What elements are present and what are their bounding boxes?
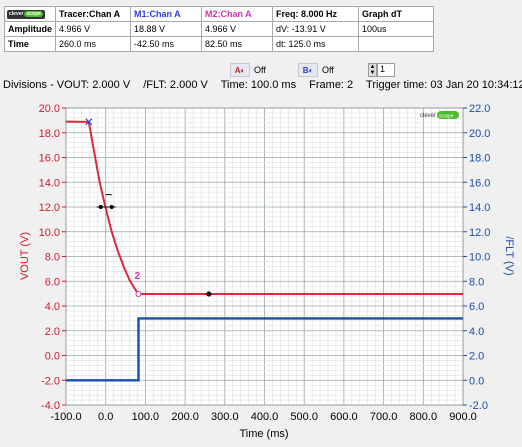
cursor-b-button[interactable]: B ◐ <box>298 63 318 77</box>
cursor-b-state: Off <box>322 65 334 75</box>
marker-2-label: 2 <box>134 271 140 282</box>
x-tick-label: 400.0 <box>251 411 279 423</box>
svg-text:scope: scope <box>439 114 454 120</box>
frame-spinner[interactable]: ▲ ▼ 1 <box>368 63 395 77</box>
y-tick-label-left: 20.0 <box>39 103 60 115</box>
x-tick-label: 500.0 <box>290 411 318 423</box>
vout-trace <box>65 120 463 295</box>
y-tick-label-right: 2.0 <box>469 351 484 363</box>
measurement-table: clever scope Tracer:Chan A M1:Chan A M2:C… <box>4 6 434 52</box>
marker-2 <box>135 290 142 297</box>
y-tick-label-right: 18.0 <box>469 153 490 165</box>
x-tick-label: 800.0 <box>410 411 438 423</box>
timebase: Time: 100.0 ms <box>220 79 297 91</box>
x-tick-label: 200.0 <box>171 411 199 423</box>
y-axis-label-left: VOUT (V) <box>19 232 31 280</box>
y-tick-label-left: 18.0 <box>39 128 60 140</box>
y-tick-label-right: 22.0 <box>469 103 490 115</box>
logo: clever scope <box>4 6 56 22</box>
x-tick-label: -100.0 <box>50 411 81 423</box>
cursor-a-state: Off <box>254 65 266 75</box>
y-tick-label-left: -2.0 <box>41 375 60 387</box>
flt-trace <box>66 317 463 382</box>
grid <box>65 107 464 406</box>
y-tick-label-right: 14.0 <box>469 202 490 214</box>
table-row: Time 260.0 ms -42.50 ms 82.50 ms dt: 125… <box>4 36 434 52</box>
y-tick-label-right: 10.0 <box>469 252 490 264</box>
frame-number: Frame: 2 <box>309 79 354 91</box>
y-tick-label-right: 20.0 <box>469 128 490 140</box>
y-tick-label-left: 10.0 <box>39 227 60 239</box>
y-tick-label-left: 8.0 <box>45 252 60 264</box>
y-tick-label-right: 4.0 <box>469 326 484 338</box>
y-tick-label-left: 4.0 <box>45 301 60 313</box>
markers: 2 <box>85 118 212 297</box>
marker-1 <box>85 118 93 126</box>
x-tick-label: 700.0 <box>370 411 398 423</box>
cursor-a-button[interactable]: A ◐ <box>230 63 250 77</box>
x-tick-label: 600.0 <box>330 411 358 423</box>
watermark-logo: clever scope <box>420 111 459 120</box>
x-tick-label: 300.0 <box>211 411 239 423</box>
y-tick-label-right: 6.0 <box>469 301 484 313</box>
cell-graph <box>358 36 434 52</box>
series-layer <box>65 120 463 382</box>
trigger-time: Trigger time: 03 Jan 20 10:34:12 <box>366 79 522 91</box>
logo-badge: clever scope <box>7 10 45 20</box>
ticks: -100.0 0.0 100.0 200.0 300.0 400.0 500.0 600.0 7… <box>39 103 491 423</box>
spinner-arrows-icon[interactable]: ▲ ▼ <box>368 63 377 77</box>
divisions-vout: Divisions - VOUT: 2.000 V <box>3 79 131 91</box>
cursor-controls: A ◐ Off B ◐ Off ▲ ▼ 1 <box>230 63 395 77</box>
y-axis-label-right: /FLT (V) <box>503 236 515 275</box>
y-tick-label-right: 0.0 <box>469 375 484 387</box>
spinner-value[interactable]: 1 <box>377 63 395 77</box>
x-tick-label: 0.0 <box>98 411 113 423</box>
y-tick-label-left: 0.0 <box>45 351 60 363</box>
y-tick-label-right: 16.0 <box>469 177 490 189</box>
cell-m1: -42.50 ms <box>130 36 202 52</box>
y-tick-label-right: -2.0 <box>469 400 488 412</box>
y-tick-label-left: 6.0 <box>45 276 60 288</box>
cell-freq: dt: 125.0 ms <box>272 36 359 52</box>
y-tick-label-left: -4.0 <box>41 400 60 412</box>
divisions-flt: /FLT: 2.000 V <box>143 79 208 91</box>
table-row: Amplitude 4.966 V 18.88 V 4.966 V dV: -1… <box>4 21 434 37</box>
info-bar: Divisions - VOUT: 2.000 V /FLT: 2.000 V … <box>3 79 522 91</box>
x-axis-label: Time (ms) <box>239 428 288 440</box>
y-tick-label-left: 16.0 <box>39 153 60 165</box>
y-tick-label-left: 12.0 <box>39 202 60 214</box>
y-tick-label-right: 12.0 <box>469 227 490 239</box>
tracer-dot <box>206 291 212 297</box>
svg-text:clever: clever <box>420 113 436 119</box>
y-tick-label-right: 8.0 <box>469 276 484 288</box>
x-tick-label: 100.0 <box>132 411 160 423</box>
y-tick-label-left: 2.0 <box>45 326 60 338</box>
y-tick-label-left: 14.0 <box>39 177 60 189</box>
x-tick-label: 900.0 <box>449 411 477 423</box>
